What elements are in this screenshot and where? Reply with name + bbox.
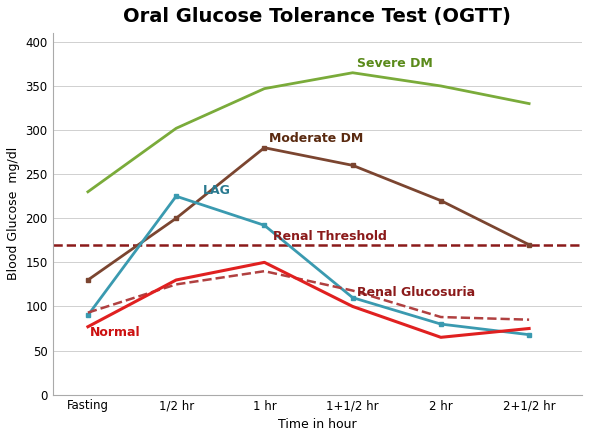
Text: Normal: Normal: [90, 325, 140, 339]
Text: LAG: LAG: [203, 184, 230, 197]
Text: Renal Threshold: Renal Threshold: [273, 230, 387, 243]
Text: Severe DM: Severe DM: [357, 57, 433, 70]
Text: Renal Glucosuria: Renal Glucosuria: [357, 286, 475, 299]
Title: Oral Glucose Tolerance Test (OGTT): Oral Glucose Tolerance Test (OGTT): [124, 7, 511, 26]
X-axis label: Time in hour: Time in hour: [278, 418, 357, 431]
Text: Moderate DM: Moderate DM: [269, 131, 363, 145]
Y-axis label: Blood Glucose  mg/dl: Blood Glucose mg/dl: [7, 147, 20, 280]
